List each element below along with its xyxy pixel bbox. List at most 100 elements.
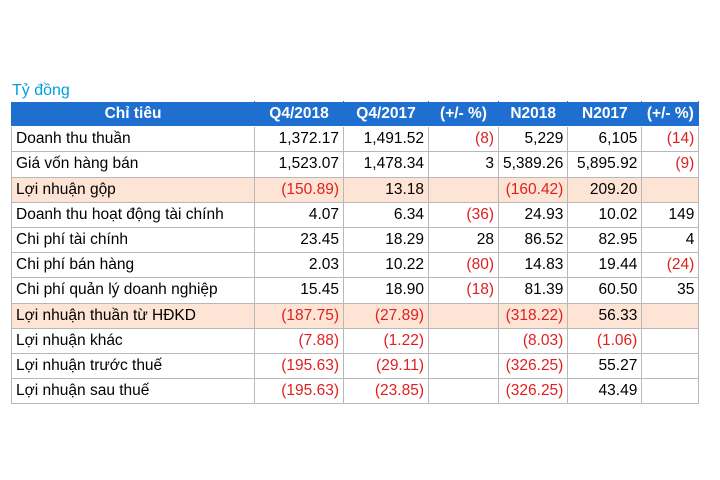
cell-q4-2018: (150.89) xyxy=(254,176,344,203)
header-n2018: N2018 xyxy=(497,100,569,128)
cell-n2018: (160.42) xyxy=(497,176,569,203)
cell-n2017: 43.49 xyxy=(567,378,643,405)
cell-year-change xyxy=(641,378,700,405)
cell-q4-2018: 1,372.17 xyxy=(254,126,344,153)
header-n2017: N2017 xyxy=(567,100,643,128)
cell-n2017: 10.02 xyxy=(567,201,643,228)
row-label: Chi phí bán hàng xyxy=(11,252,255,279)
table-row: Doanh thu thuần 1,372.17 1,491.52 (8) 5,229 6… xyxy=(11,126,700,153)
row-label: Doanh thu hoạt động tài chính xyxy=(11,201,255,228)
cell-year-change xyxy=(641,327,700,354)
row-label: Lợi nhuận sau thuế xyxy=(11,378,255,405)
cell-year-change: (14) xyxy=(641,126,700,153)
cell-n2018: (8.03) xyxy=(497,327,569,354)
cell-year-change xyxy=(641,352,700,380)
row-label: Lợi nhuận khác xyxy=(11,327,255,354)
cell-n2018: 5,389.26 xyxy=(497,151,569,178)
cell-q4-2018: 1,523.07 xyxy=(254,151,344,178)
cell-year-change: 149 xyxy=(641,201,700,228)
cell-year-change: 4 xyxy=(641,226,700,254)
cell-year-change: (24) xyxy=(641,252,700,279)
table-row: Lợi nhuận gộp (150.89) 13.18 (160.42) 209.20 xyxy=(11,176,700,203)
table-body: Doanh thu thuần 1,372.17 1,491.52 (8) 5,229 6… xyxy=(11,126,700,405)
cell-n2018: (318.22) xyxy=(497,302,569,329)
row-label: Chi phí quản lý doanh nghiệp xyxy=(11,277,255,304)
cell-q4-2018: (195.63) xyxy=(254,352,344,380)
cell-quarter-change xyxy=(428,302,499,329)
cell-n2017: 5,895.92 xyxy=(567,151,643,178)
cell-q4-2018: 2.03 xyxy=(254,252,344,279)
cell-q4-2017: 18.90 xyxy=(343,277,429,304)
row-label: Chi phí tài chính xyxy=(11,226,255,254)
cell-n2017: 55.27 xyxy=(567,352,643,380)
table-row: Lợi nhuận trước thuế (195.63) (29.11) (326.… xyxy=(11,352,700,380)
table-row: Chi phí quản lý doanh nghiệp 15.45 18.90 (1… xyxy=(11,277,700,304)
cell-q4-2017: (27.89) xyxy=(343,302,429,329)
cell-n2017: 6,105 xyxy=(567,126,643,153)
cell-q4-2017: (29.11) xyxy=(343,352,429,380)
cell-quarter-change xyxy=(428,352,499,380)
table-row: Doanh thu hoạt động tài chính 4.07 6.34 (36… xyxy=(11,201,700,228)
table-row: Lợi nhuận khác (7.88) (1.22) (8.03) (1.06) xyxy=(11,327,700,354)
cell-quarter-change xyxy=(428,378,499,405)
table-row: Chi phí tài chính 23.45 18.29 28 86.52 82.95 4 xyxy=(11,226,700,254)
header-year-change: (+/- %) xyxy=(641,100,700,128)
cell-n2018: 5,229 xyxy=(497,126,569,153)
header-quarter-change: (+/- %) xyxy=(428,100,499,128)
cell-quarter-change: (36) xyxy=(428,201,499,228)
cell-n2017: 82.95 xyxy=(567,226,643,254)
cell-q4-2017: 6.34 xyxy=(343,201,429,228)
unit-label: Tỷ đồng xyxy=(12,82,70,99)
cell-n2017: 209.20 xyxy=(567,176,643,203)
cell-n2018: 86.52 xyxy=(497,226,569,254)
header-q4-2017: Q4/2017 xyxy=(343,100,429,128)
cell-quarter-change: 3 xyxy=(428,151,499,178)
row-label: Lợi nhuận thuần từ HĐKD xyxy=(11,302,255,329)
cell-n2017: (1.06) xyxy=(567,327,643,354)
cell-quarter-change: (18) xyxy=(428,277,499,304)
cell-year-change: 35 xyxy=(641,277,700,304)
table-row: Giá vốn hàng bán 1,523.07 1,478.34 3 5,389.2… xyxy=(11,151,700,178)
cell-q4-2018: 15.45 xyxy=(254,277,344,304)
cell-n2017: 56.33 xyxy=(567,302,643,329)
header-row: Chỉ tiêu Q4/2018 Q4/2017 (+/- %) N2018 N… xyxy=(11,100,700,128)
cell-q4-2017: 1,491.52 xyxy=(343,126,429,153)
cell-quarter-change: (80) xyxy=(428,252,499,279)
cell-year-change xyxy=(641,302,700,329)
cell-q4-2017: 13.18 xyxy=(343,176,429,203)
cell-quarter-change xyxy=(428,327,499,354)
cell-quarter-change xyxy=(428,176,499,203)
cell-q4-2017: (1.22) xyxy=(343,327,429,354)
cell-year-change xyxy=(641,176,700,203)
header-indicator: Chỉ tiêu xyxy=(11,100,255,128)
cell-n2018: 81.39 xyxy=(497,277,569,304)
income-statement-table: Chỉ tiêu Q4/2018 Q4/2017 (+/- %) N2018 N… xyxy=(11,100,700,405)
cell-n2017: 60.50 xyxy=(567,277,643,304)
row-label: Lợi nhuận gộp xyxy=(11,176,255,203)
cell-n2018: (326.25) xyxy=(497,378,569,405)
cell-quarter-change: 28 xyxy=(428,226,499,254)
cell-q4-2018: (195.63) xyxy=(254,378,344,405)
cell-q4-2017: 18.29 xyxy=(343,226,429,254)
cell-q4-2017: (23.85) xyxy=(343,378,429,405)
cell-q4-2018: (187.75) xyxy=(254,302,344,329)
cell-n2018: 14.83 xyxy=(497,252,569,279)
header-q4-2018: Q4/2018 xyxy=(254,100,344,128)
table-row: Lợi nhuận sau thuế (195.63) (23.85) (326.25… xyxy=(11,378,700,405)
cell-q4-2017: 1,478.34 xyxy=(343,151,429,178)
cell-q4-2018: 23.45 xyxy=(254,226,344,254)
cell-n2018: 24.93 xyxy=(497,201,569,228)
row-label: Doanh thu thuần xyxy=(11,126,255,153)
cell-quarter-change: (8) xyxy=(428,126,499,153)
table-row: Lợi nhuận thuần từ HĐKD (187.75) (27.89) (3… xyxy=(11,302,700,329)
cell-year-change: (9) xyxy=(641,151,700,178)
row-label: Giá vốn hàng bán xyxy=(11,151,255,178)
cell-q4-2018: 4.07 xyxy=(254,201,344,228)
cell-q4-2017: 10.22 xyxy=(343,252,429,279)
table-row: Chi phí bán hàng 2.03 10.22 (80) 14.83 19.44(… xyxy=(11,252,700,279)
cell-n2017: 19.44 xyxy=(567,252,643,279)
row-label: Lợi nhuận trước thuế xyxy=(11,352,255,380)
cell-n2018: (326.25) xyxy=(497,352,569,380)
cell-q4-2018: (7.88) xyxy=(254,327,344,354)
